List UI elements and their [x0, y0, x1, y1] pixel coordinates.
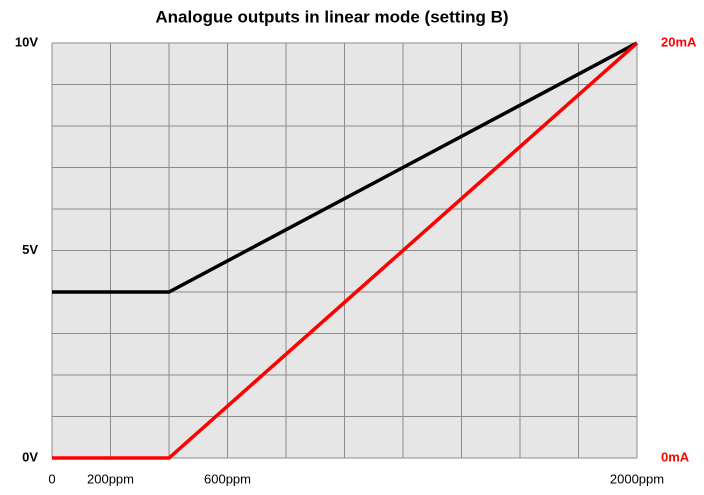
series-line [52, 41, 639, 460]
x-tick-label: 0 [48, 471, 55, 486]
x-tick-label: 2000ppm [610, 471, 664, 486]
y-tick-label: 5V [22, 242, 38, 257]
y2-tick-label: 0mA [661, 449, 690, 464]
y-tick-label: 0V [22, 449, 38, 464]
x-tick-label: 200ppm [87, 471, 134, 486]
x-tick-label: 600ppm [204, 471, 251, 486]
y-tick-label: 10V [15, 34, 38, 49]
y2-tick-label: 20mA [661, 34, 697, 49]
series-line [52, 41, 638, 294]
chart-title: Analogue outputs in linear mode (setting… [155, 7, 508, 26]
